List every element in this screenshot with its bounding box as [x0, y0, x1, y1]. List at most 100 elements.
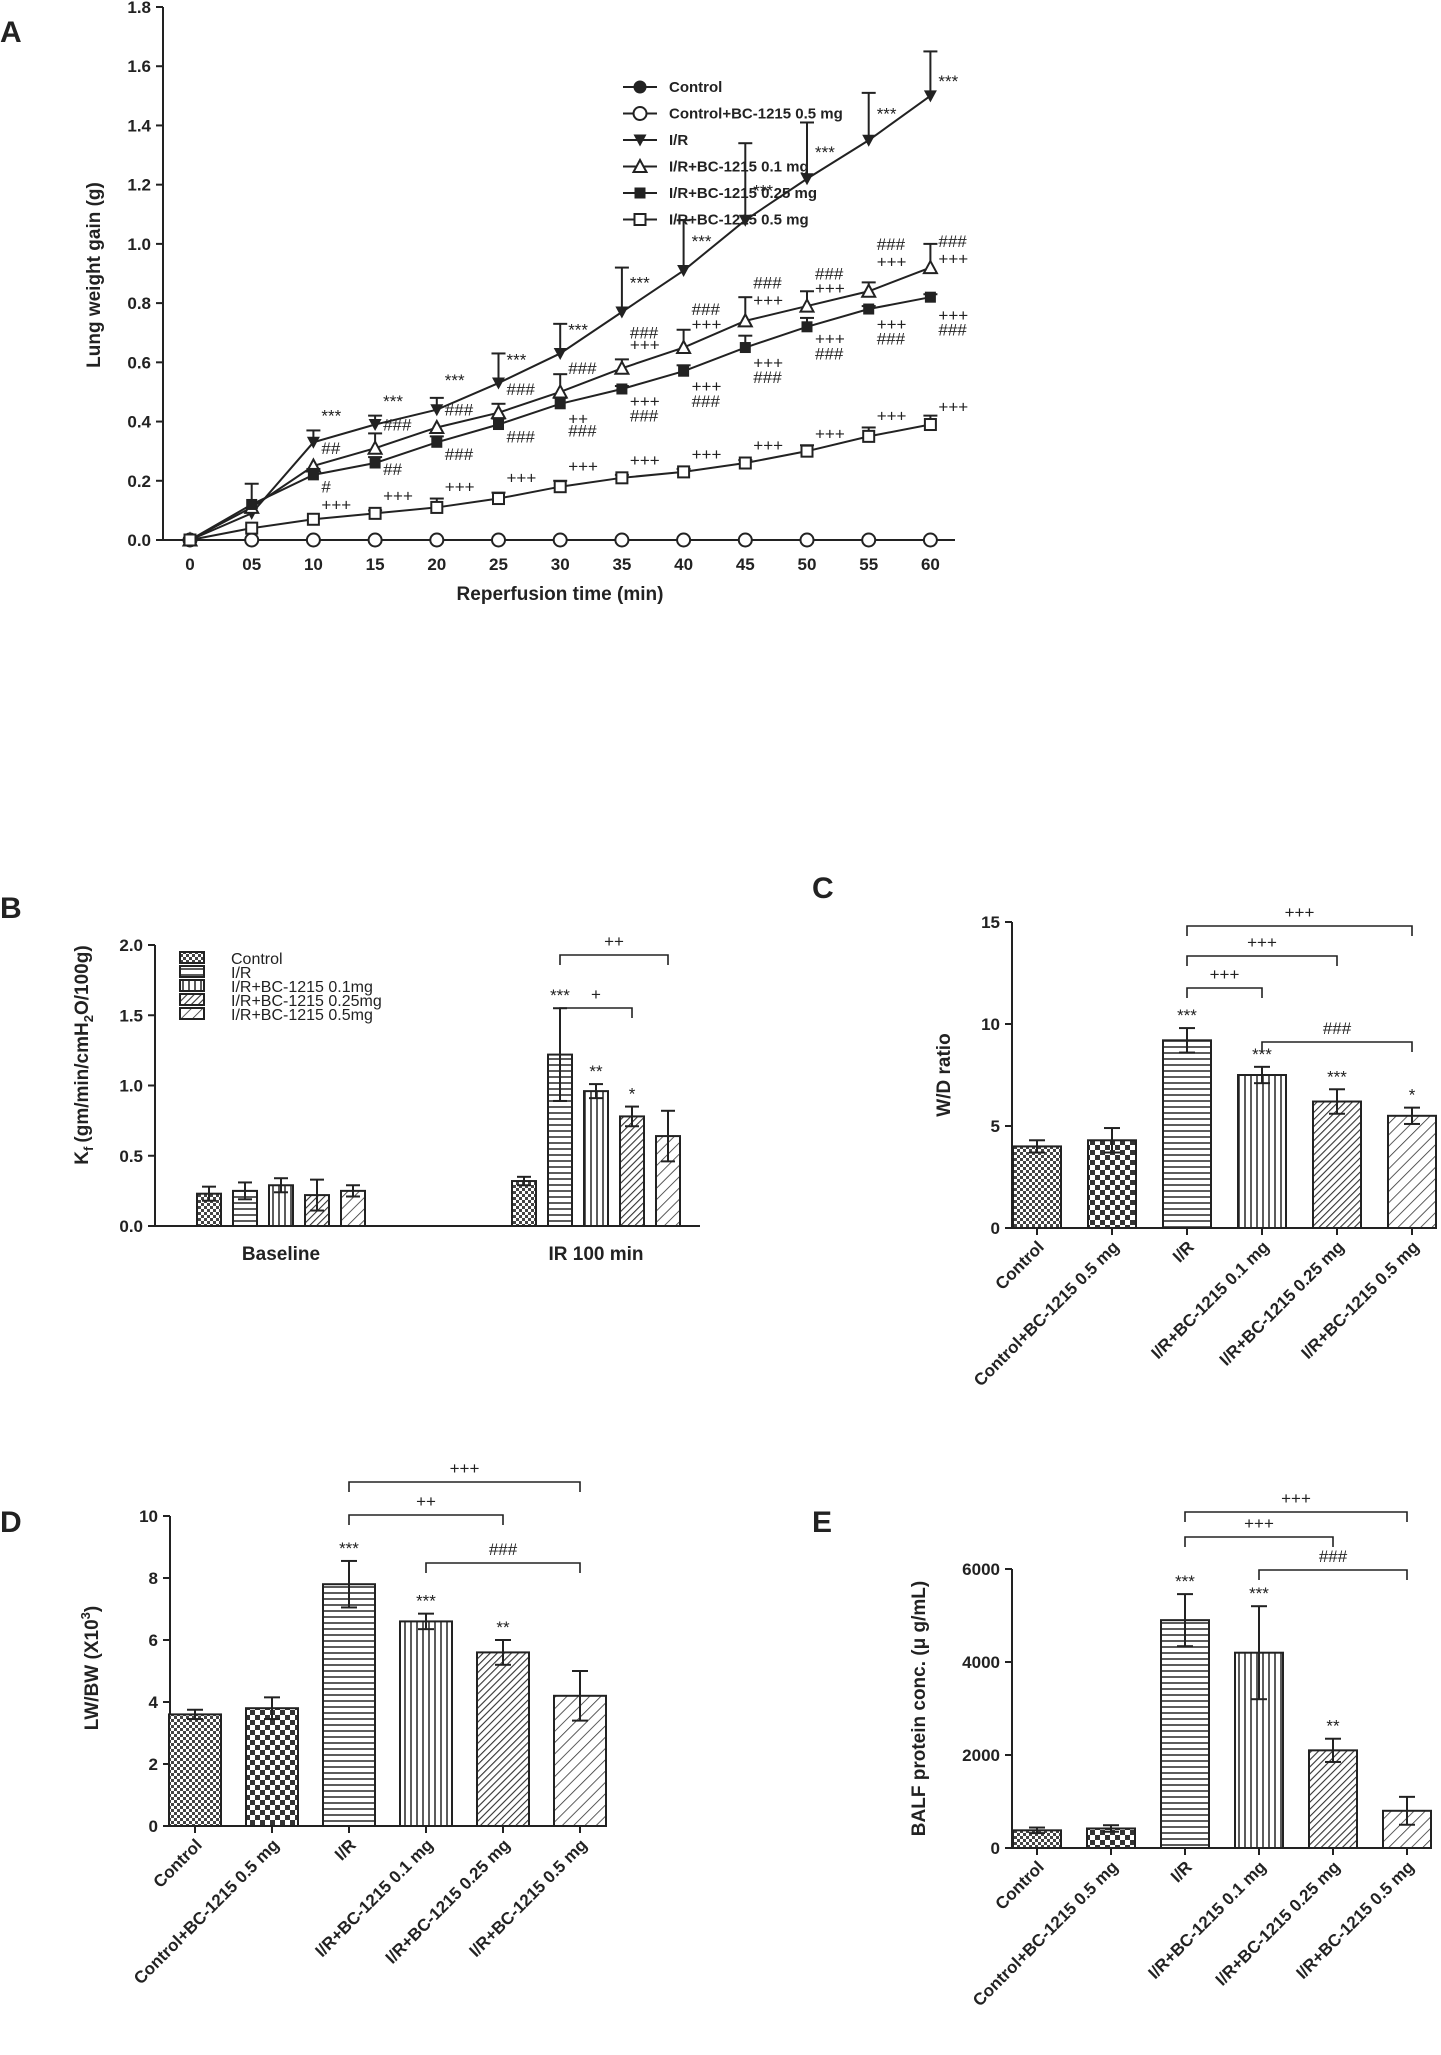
x-tick-label: 0 — [185, 555, 194, 574]
significance-mark: *** — [445, 371, 465, 390]
bracket-label: ### — [1319, 1547, 1348, 1566]
comparison-bracket — [348, 1514, 504, 1525]
data-point — [245, 521, 259, 535]
x-tick-label: 05 — [242, 555, 261, 574]
data-point — [491, 532, 506, 548]
significance-mark: ## — [383, 460, 402, 479]
data-point — [738, 456, 752, 470]
data-point — [862, 429, 876, 443]
x-tick-label: 10 — [304, 555, 323, 574]
bar — [1087, 1139, 1137, 1230]
data-point — [428, 418, 445, 434]
y-tick-label: 10 — [139, 1507, 158, 1526]
bracket-label: ++ — [416, 1492, 436, 1511]
data-point — [860, 282, 877, 298]
significance-mark: +++ — [877, 253, 907, 272]
bar — [1160, 1619, 1210, 1850]
significance-mark: +++ — [753, 353, 783, 372]
comparison-bracket — [1261, 1041, 1413, 1052]
legend-swatch — [179, 993, 205, 1006]
data-point — [737, 312, 754, 328]
significance-mark: +++ — [692, 315, 722, 334]
y-tick-label: 0 — [991, 1839, 1000, 1858]
legend-label: I/R+BC-1215 0.5mg — [231, 1007, 373, 1024]
significance-mark: *** — [416, 1592, 436, 1611]
significance-mark: ### — [630, 324, 659, 343]
comparison-bracket — [559, 1007, 633, 1018]
x-category-label: Control+BC-1215 0.5 mg — [969, 1857, 1122, 2010]
legend-label: Control+BC-1215 0.5 mg — [669, 106, 843, 123]
significance-mark: +++ — [692, 377, 722, 396]
significance-mark: ### — [938, 321, 967, 340]
significance-mark: ### — [383, 415, 412, 434]
significance-mark: +++ — [445, 478, 475, 497]
legend-label: I/R — [669, 132, 688, 149]
significance-mark: +++ — [815, 330, 845, 349]
data-point — [615, 471, 629, 485]
significance-mark: *** — [815, 143, 835, 162]
legend-label: I/R+BC-1215 0.1 mg — [669, 159, 809, 176]
data-point — [923, 418, 937, 432]
significance-mark: ## — [321, 439, 340, 458]
panel-d-ylabel: LW/BW (X103) — [78, 1606, 103, 1730]
data-point — [863, 303, 875, 315]
y-tick-label: 8 — [149, 1569, 158, 1588]
bar — [1308, 1749, 1358, 1849]
legend-swatch — [179, 1007, 205, 1020]
significance-mark: +++ — [753, 291, 783, 310]
x-category-label: Control+BC-1215 0.5 mg — [130, 1835, 283, 1988]
significance-mark: +++ — [938, 306, 968, 325]
bracket-label: +++ — [1285, 903, 1315, 922]
legend-marker — [632, 106, 648, 121]
significance-mark: *** — [1175, 1572, 1195, 1591]
data-point — [800, 173, 814, 186]
legend-swatch — [179, 951, 205, 964]
significance-mark: *** — [568, 321, 588, 340]
panel-e-bar-chart: 0 2000 4000 6000 BALF protein conc. (μ g/mL)… — [909, 1489, 1432, 2010]
data-point — [552, 383, 569, 399]
legend-marker — [633, 213, 647, 226]
data-point — [369, 457, 381, 469]
data-point — [676, 532, 692, 548]
x-category-label: I/R+BC-1215 0.1 mg — [1144, 1857, 1269, 1982]
data-point — [430, 500, 444, 514]
comparison-bracket — [1184, 1536, 1334, 1547]
data-point — [861, 532, 877, 548]
legend-label: I/R+BC-1215 0.5 mg — [669, 212, 809, 229]
y-tick-label: 1.2 — [127, 176, 151, 195]
data-point — [924, 291, 936, 303]
comparison-bracket — [1184, 1511, 1408, 1522]
significance-mark: ### — [692, 300, 721, 319]
x-tick-label: 30 — [551, 555, 570, 574]
significance-mark: +++ — [692, 445, 722, 464]
significance-mark: *** — [753, 182, 773, 201]
y-tick-label: 10 — [981, 1015, 1000, 1034]
x-category-label: I/R — [331, 1835, 360, 1864]
data-point — [492, 377, 505, 390]
x-tick-label: 25 — [489, 555, 508, 574]
comparison-bracket — [559, 954, 669, 965]
data-point — [306, 512, 320, 526]
data-point — [553, 347, 567, 360]
data-point — [305, 532, 321, 548]
data-point — [552, 532, 568, 548]
data-point — [368, 506, 382, 520]
significance-mark: +++ — [938, 398, 968, 417]
bracket-label: +++ — [1244, 1514, 1274, 1533]
x-category-label: I/R+BC-1215 0.25 mg — [382, 1835, 514, 1967]
x-category-label: IR 100 min — [548, 1244, 643, 1265]
panel-label-c: C — [812, 872, 834, 905]
bracket-label: +++ — [1210, 965, 1240, 984]
y-tick-label: 0.4 — [127, 413, 151, 432]
y-axis-label: Lung weight gain (g) — [84, 182, 105, 368]
data-point — [492, 492, 505, 506]
significance-mark: ### — [815, 344, 844, 363]
x-category-label: Control — [992, 1857, 1048, 1913]
bar — [619, 1115, 645, 1228]
data-point — [431, 436, 443, 448]
significance-mark: ### — [753, 368, 782, 387]
comparison-bracket — [1186, 955, 1338, 966]
panel-label-b: B — [0, 892, 22, 925]
y-tick-label: 2.0 — [119, 936, 143, 955]
